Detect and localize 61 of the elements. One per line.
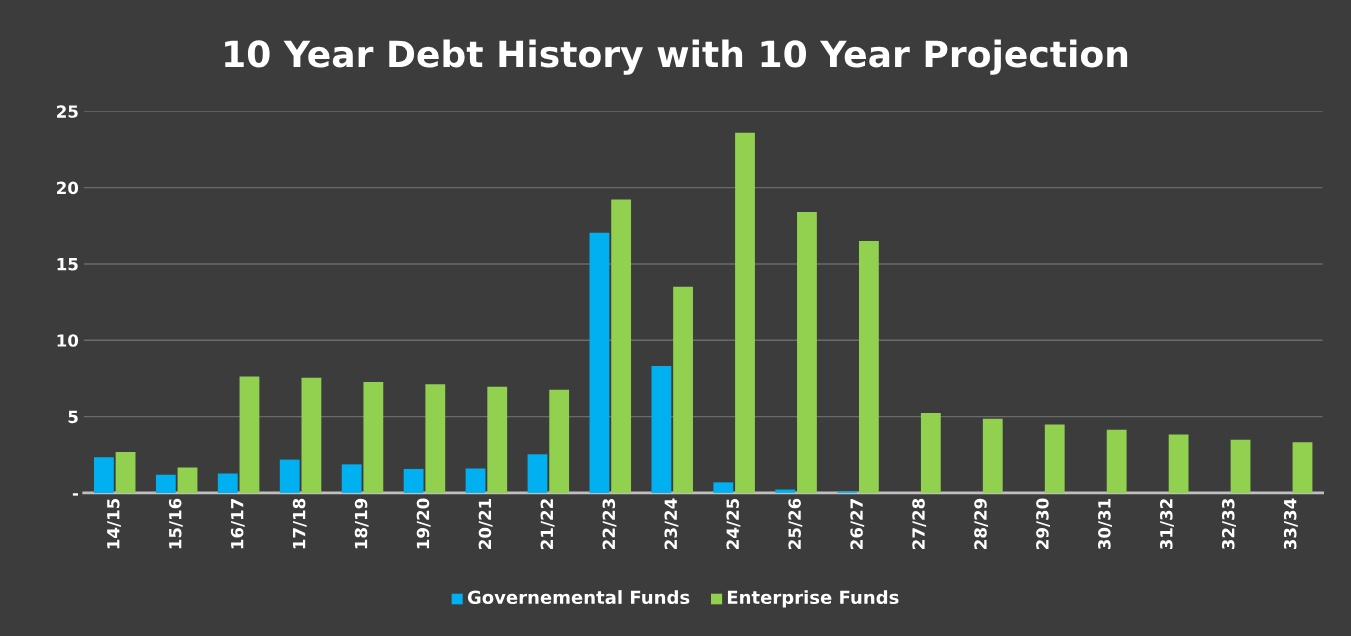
bar (858, 241, 879, 493)
x-tick-label: 32/33 (1221, 499, 1236, 550)
bar (797, 212, 817, 493)
bar (279, 459, 300, 493)
bar (735, 132, 755, 493)
x-tick-label: 17/18 (292, 498, 307, 549)
bar (465, 468, 486, 493)
legend-label: Enterprise Funds (727, 590, 899, 608)
bar (982, 418, 1003, 493)
bar (611, 199, 632, 493)
bar (1044, 424, 1065, 493)
x-tick-label: 30/31 (1098, 498, 1112, 550)
chart-title: 10 Year Debt History with 10 Year Projection (225, 39, 1128, 75)
x-tick-label: 14/15 (107, 498, 121, 549)
x-tick-label: 31/32 (1160, 499, 1174, 550)
bar (1168, 434, 1189, 493)
bar (425, 384, 446, 493)
x-tick-label: 23/24 (664, 498, 679, 549)
bar (115, 451, 136, 493)
bar (651, 366, 672, 493)
bar (527, 454, 548, 493)
bar (775, 489, 796, 493)
bar (920, 413, 941, 493)
x-tick-label: 21/22 (540, 499, 555, 549)
x-tick-label: 33/34 (1283, 498, 1298, 550)
bar (1292, 442, 1313, 493)
bar (93, 457, 114, 493)
x-tick-label: 27/28 (912, 498, 927, 549)
x-tick-label: 16/17 (230, 499, 245, 549)
y-tick-label: 25 (57, 105, 78, 118)
x-tick-label: 15/16 (168, 498, 183, 549)
bar (487, 386, 508, 493)
y-tick-label: 20 (57, 181, 79, 195)
bar (673, 286, 693, 493)
bar (341, 464, 362, 493)
x-tick-label: 24/25 (726, 498, 741, 549)
bar (713, 482, 734, 493)
x-tick-label: 25/26 (788, 498, 803, 549)
y-tick-label: - (72, 493, 78, 496)
y-tick-label: 10 (57, 334, 79, 347)
bar (217, 473, 238, 493)
y-tick-label: 15 (57, 258, 78, 271)
bar (155, 474, 176, 493)
legend-label: Governemental Funds (467, 590, 690, 605)
bar (1230, 439, 1251, 493)
x-tick-label: 22/23 (602, 499, 617, 549)
x-tick-label: 20/21 (478, 498, 493, 549)
bar (177, 467, 198, 493)
bar (239, 376, 260, 493)
bar (549, 389, 570, 493)
x-tick-label: 29/30 (1036, 498, 1051, 549)
y-tick-label: 5 (68, 410, 78, 424)
x-tick-label: 18/19 (354, 498, 369, 549)
x-tick-label: 19/20 (416, 498, 431, 549)
x-tick-label: 26/27 (850, 499, 865, 549)
bar (1106, 429, 1127, 493)
x-tick-label: 28/29 (974, 498, 989, 549)
bar (589, 232, 610, 493)
bar (301, 377, 322, 493)
bar (363, 381, 384, 493)
bar (403, 468, 424, 493)
